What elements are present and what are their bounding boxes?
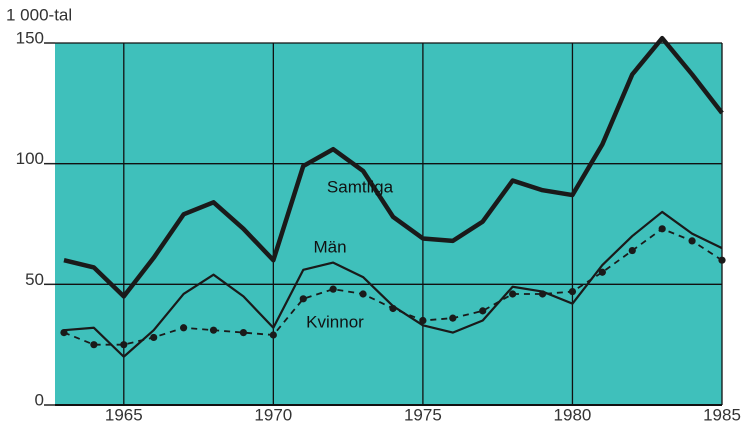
- x-tick-label: 1965: [105, 405, 143, 424]
- x-tick-label: 1985: [703, 405, 741, 424]
- series-label: Samtliga: [327, 177, 394, 196]
- series-dot: [269, 331, 277, 339]
- series-dot: [299, 295, 307, 303]
- series-dot: [209, 326, 218, 334]
- series-dot: [658, 225, 666, 233]
- y-tick-label: 150: [16, 28, 44, 47]
- x-tick-label: 1975: [404, 405, 442, 424]
- series-line: [63, 35, 724, 299]
- series-dot: [359, 290, 367, 298]
- y-unit-label: 1 000-tal: [6, 5, 72, 24]
- series-dot: [419, 316, 427, 325]
- x-tick-label: 1980: [554, 405, 592, 424]
- series-label: Kvinnor: [306, 312, 364, 331]
- series-dot: [239, 329, 248, 337]
- series-dot: [538, 290, 547, 298]
- series-dot: [568, 287, 577, 296]
- y-tick-label: 50: [25, 270, 44, 289]
- series-dot: [180, 324, 188, 332]
- series-label: Män: [313, 237, 346, 256]
- series-dot: [449, 314, 457, 322]
- series-dot: [120, 341, 128, 349]
- x-tick-label: 1970: [254, 405, 292, 424]
- series-dot: [718, 256, 726, 264]
- series-dot: [509, 290, 517, 298]
- series-dot: [329, 285, 337, 293]
- series-dot: [628, 246, 636, 255]
- series-dot: [389, 304, 397, 313]
- y-tick-label: 100: [16, 149, 44, 168]
- series-dot: [688, 237, 696, 245]
- series-dot: [150, 333, 158, 342]
- series-dot: [479, 307, 487, 315]
- series-dot: [598, 268, 606, 276]
- y-tick-label: 0: [35, 390, 44, 409]
- series-dot: [60, 329, 68, 337]
- series-dot: [90, 341, 98, 349]
- plot-background: [55, 43, 722, 405]
